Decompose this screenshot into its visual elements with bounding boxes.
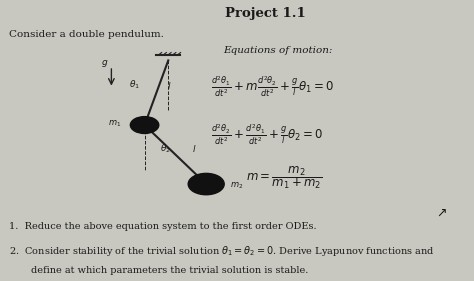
Text: $m_2$: $m_2$: [230, 180, 243, 191]
Text: $\theta_2$: $\theta_2$: [160, 143, 172, 155]
Text: $\theta_1$: $\theta_1$: [128, 78, 140, 90]
Text: $g$: $g$: [100, 58, 108, 69]
Text: $\frac{d^2\theta_2}{dt^2} + \frac{d^2\theta_1}{dt^2} + \frac{g}{l}\theta_2 = 0$: $\frac{d^2\theta_2}{dt^2} + \frac{d^2\th…: [211, 122, 323, 147]
Text: $l$: $l$: [167, 80, 172, 91]
Text: 2.  Consider stability of the trivial solution $\theta_1 = \theta_2 = 0$. Derive: 2. Consider stability of the trivial sol…: [9, 244, 435, 259]
Text: $m_1$: $m_1$: [108, 118, 121, 129]
Text: Project 1.1: Project 1.1: [225, 7, 306, 20]
Text: $\nearrow$: $\nearrow$: [434, 207, 447, 220]
Text: Equations of motion:: Equations of motion:: [223, 46, 332, 55]
Circle shape: [188, 173, 224, 195]
Circle shape: [130, 117, 159, 133]
Text: 1.  Reduce the above equation system to the first order ODEs.: 1. Reduce the above equation system to t…: [9, 222, 317, 231]
Text: $\frac{d^2\theta_1}{dt^2} + m\frac{d^2\theta_2}{dt^2} + \frac{g}{l}\theta_1 = 0$: $\frac{d^2\theta_1}{dt^2} + m\frac{d^2\t…: [211, 74, 334, 99]
Text: $l$: $l$: [192, 143, 197, 155]
Text: define at which parameters the trivial solution is stable.: define at which parameters the trivial s…: [31, 266, 308, 275]
Text: Consider a double pendulum.: Consider a double pendulum.: [9, 30, 164, 38]
Text: $m = \dfrac{m_2}{m_1 + m_2}$: $m = \dfrac{m_2}{m_1 + m_2}$: [246, 164, 323, 191]
